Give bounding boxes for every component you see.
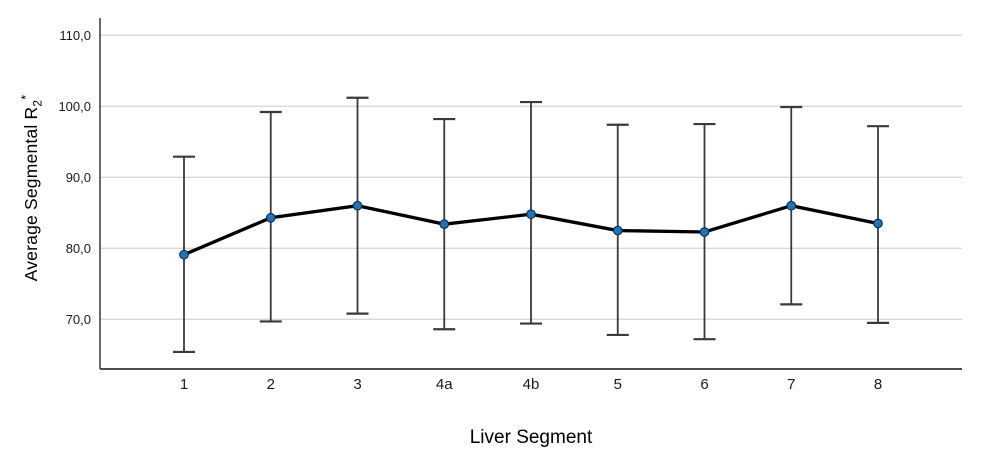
y-tick-label: 90,0 (66, 170, 91, 185)
x-axis-title: Liver Segment (469, 427, 593, 448)
y-tick-label: 80,0 (66, 241, 91, 256)
y-tick-label: 70,0 (66, 312, 91, 327)
y-axis-title-subscript: 2 (30, 99, 45, 107)
y-axis-title-superscript: * (19, 94, 33, 100)
x-tick-label: 6 (700, 376, 708, 393)
y-axis-title: Average Segmental R2* (19, 3, 45, 373)
x-tick-label: 5 (614, 376, 622, 393)
x-tick-label: 7 (787, 376, 795, 393)
data-point-marker (873, 218, 883, 229)
x-tick-label: 4a (436, 376, 453, 393)
data-point-marker (786, 200, 797, 211)
data-point-marker (265, 212, 276, 223)
data-point-marker (526, 209, 536, 220)
x-tick-label: 8 (874, 376, 882, 393)
x-tick-label: 2 (267, 376, 275, 393)
x-tick-label: 4b (523, 376, 540, 393)
x-tick-label: 3 (353, 376, 361, 393)
data-point-marker (352, 200, 363, 211)
x-tick-label: 1 (180, 376, 188, 393)
data-point-marker (439, 219, 450, 230)
y-tick-label: 100,0 (58, 99, 91, 114)
y-tick-label: 110,0 (59, 28, 91, 43)
data-point-marker (699, 227, 710, 237)
data-point-marker (612, 225, 623, 236)
y-axis-title-text: Average Segmental R (20, 106, 41, 282)
data-point-marker (179, 249, 189, 260)
